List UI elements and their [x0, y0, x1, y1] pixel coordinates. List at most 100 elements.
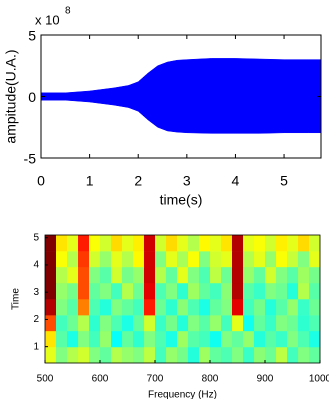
heatmap-cell — [298, 282, 310, 300]
heatmap-cell — [56, 251, 68, 268]
heatmap-cell — [111, 235, 123, 252]
heatmap-cell — [298, 299, 310, 316]
heatmap-cell — [166, 282, 178, 300]
y-axis-label: Time — [11, 288, 22, 310]
heatmap-cell — [78, 235, 90, 252]
heatmap-cell — [199, 235, 211, 252]
heatmap-cell — [221, 251, 233, 268]
heatmap-cell — [188, 235, 200, 252]
heatmap-cell — [67, 299, 79, 316]
heatmap-cell — [210, 251, 222, 268]
heatmap-cell — [210, 346, 222, 364]
heatmap-cell — [298, 315, 310, 332]
y-tick-label: 5 — [28, 28, 36, 44]
heatmap-cell — [89, 266, 101, 284]
heatmap-cell — [56, 346, 68, 364]
axis-exponent-base: x 10 — [35, 12, 60, 27]
heatmap-cell — [221, 330, 233, 348]
heatmap-cell — [111, 315, 123, 332]
heatmap-cell — [221, 235, 233, 252]
heatmap-cell — [133, 235, 145, 252]
heatmap-cell — [144, 282, 156, 300]
y-tick-label: 3 — [33, 287, 39, 298]
signal-envelope — [40, 58, 322, 97]
heatmap-cell — [56, 330, 68, 348]
heatmap-cell — [265, 330, 277, 348]
axis-exponent: 8 — [65, 6, 71, 17]
heatmap-cell — [265, 299, 277, 316]
y-tick-label: 5 — [33, 232, 39, 243]
x-tick-label: 0 — [37, 173, 45, 189]
heatmap-cell — [309, 299, 321, 316]
heatmap-cell — [276, 251, 288, 268]
heatmap-cell — [287, 282, 299, 300]
heatmap-cell — [133, 299, 145, 316]
heatmap-cell — [276, 330, 288, 348]
heatmap-cell — [254, 346, 266, 364]
heatmap-cell — [155, 315, 167, 332]
heatmap-cell — [188, 251, 200, 268]
heatmap-cell — [199, 266, 211, 284]
heatmap-cell — [100, 235, 112, 252]
heatmap-cell — [155, 282, 167, 300]
heatmap-cell — [210, 266, 222, 284]
y-tick-label: -5 — [24, 151, 37, 167]
x-tick-label: 3 — [183, 173, 191, 189]
x-axis-label: time(s) — [160, 192, 203, 208]
heatmap-cell — [221, 315, 233, 332]
heatmap-cell — [45, 299, 57, 316]
heatmap-cell — [144, 299, 156, 316]
heatmap-cell — [166, 346, 178, 364]
x-tick-label: 1 — [86, 173, 94, 189]
heatmap-cell — [177, 346, 189, 364]
heatmap-cell — [243, 235, 255, 252]
heatmap-cell — [144, 346, 156, 364]
heatmap-cell — [309, 346, 321, 364]
heatmap-cell — [232, 315, 244, 332]
x-tick-label: 800 — [202, 374, 219, 385]
heatmap-cell — [210, 299, 222, 316]
y-axis-label: ampitude(U.A.) — [3, 49, 19, 143]
heatmap-cell — [166, 315, 178, 332]
x-axis-label: Frequency (Hz) — [148, 390, 217, 399]
heatmap-cell — [122, 330, 134, 348]
heatmap-cell — [243, 282, 255, 300]
heatmap-cell — [243, 299, 255, 316]
heatmap-cell — [276, 266, 288, 284]
heatmap-cell — [45, 235, 57, 252]
heatmap-cell — [166, 330, 178, 348]
heatmap-cell — [100, 251, 112, 268]
heatmap-cell — [56, 266, 68, 284]
heatmap-cell — [155, 251, 167, 268]
heatmap-cell — [78, 315, 90, 332]
heatmap-cell — [276, 346, 288, 364]
heatmap-cell — [254, 266, 266, 284]
heatmap-cell — [111, 299, 123, 316]
heatmap-cell — [254, 299, 266, 316]
heatmap-cell — [188, 330, 200, 348]
heatmap-cell — [45, 251, 57, 268]
heatmap-cell — [100, 330, 112, 348]
heatmap-cell — [67, 266, 79, 284]
heatmap-cell — [56, 235, 68, 252]
heatmap-cell — [78, 299, 90, 316]
heatmap-cell — [56, 299, 68, 316]
heatmap-cell — [133, 282, 145, 300]
heatmap-cell — [100, 299, 112, 316]
heatmap-cell — [78, 266, 90, 284]
heatmap-cell — [232, 266, 244, 284]
heatmap-cell — [144, 315, 156, 332]
heatmap-cell — [89, 251, 101, 268]
heatmap-cell — [287, 266, 299, 284]
heatmap-cell — [287, 346, 299, 364]
heatmap-cell — [111, 266, 123, 284]
heatmap-cell — [243, 266, 255, 284]
heatmap-cell — [177, 235, 189, 252]
heatmap-cell — [133, 330, 145, 348]
heatmap-cell — [243, 251, 255, 268]
heatmap-cell — [309, 282, 321, 300]
heatmap-cell — [309, 266, 321, 284]
x-tick-label: 5 — [280, 173, 288, 189]
